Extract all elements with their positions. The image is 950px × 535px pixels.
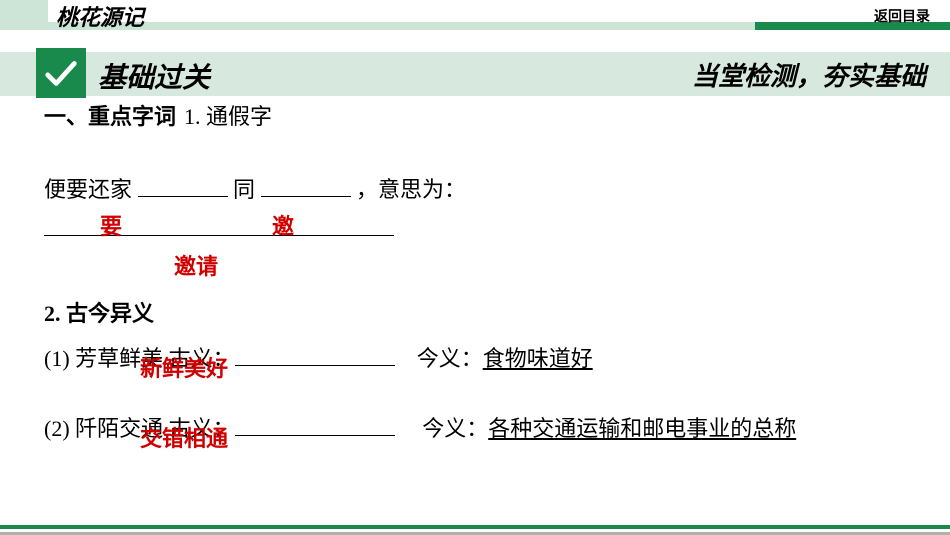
answer-1: 要 (100, 210, 122, 243)
q21-jin-val: 食物味道好 (483, 346, 593, 371)
answer-3: 邀请 (174, 250, 218, 283)
q22-jin: 今义： (422, 416, 488, 441)
return-link[interactable]: 返回目录 (874, 6, 930, 26)
top-decoration-left (0, 0, 48, 22)
question-2-2: (2) 阡陌交通 古义： 今义：各种交通运输和邮电事业的总称 交错相通 (44, 408, 926, 450)
q1-suffix: ，意思为： (351, 177, 467, 202)
q21-jin: 今义： (417, 346, 483, 371)
blank-1 (138, 177, 228, 197)
blank-3b (219, 216, 394, 236)
heading-1-prefix: 一、重点字词 (44, 104, 176, 129)
question-2-1: (1) 芳草鲜美 古义： 今义：食物味道好 新鲜美好 (44, 338, 926, 380)
blank-4 (235, 346, 395, 366)
blank-5 (235, 416, 395, 436)
answer-2: 邀 (272, 210, 294, 243)
q22-jin-val: 各种交通运输和邮电事业的总称 (488, 416, 796, 441)
content-area: 一、重点字词 1. 通假字 便要还家 同 ，意思为： 要 邀 邀请 2. 古今异义… (44, 100, 926, 450)
heading-2: 2. 古今异义 (44, 297, 926, 330)
answer-4: 新鲜美好 (140, 348, 228, 390)
section-subtitle: 当堂检测，夯实基础 (692, 56, 926, 93)
question-1: 便要还家 同 ，意思为： (44, 173, 926, 206)
blank-3a (44, 216, 219, 236)
question-1-line2: 要 邀 邀请 (44, 212, 926, 245)
q21-prefix: (1) 芳草 (44, 346, 119, 371)
bottom-green-line (0, 525, 950, 529)
q1-prefix: 便要还家 (44, 177, 138, 202)
q1-mid: 同 (228, 177, 261, 202)
heading-1: 一、重点字词 1. 通假字 (44, 100, 926, 133)
top-bar: 桃花源记 返回目录 (0, 0, 950, 30)
q22-prefix: (2) 阡陌 (44, 416, 119, 441)
blank-2 (261, 177, 351, 197)
bottom-decoration (0, 525, 950, 535)
document-title: 桃花源记 (56, 0, 144, 32)
check-icon (36, 48, 86, 98)
heading-1-sub: 1. 通假字 (184, 104, 272, 129)
answer-5: 交错相通 (140, 418, 228, 460)
section-header: 基础过关 当堂检测，夯实基础 (0, 52, 950, 96)
section-title: 基础过关 (98, 56, 210, 96)
